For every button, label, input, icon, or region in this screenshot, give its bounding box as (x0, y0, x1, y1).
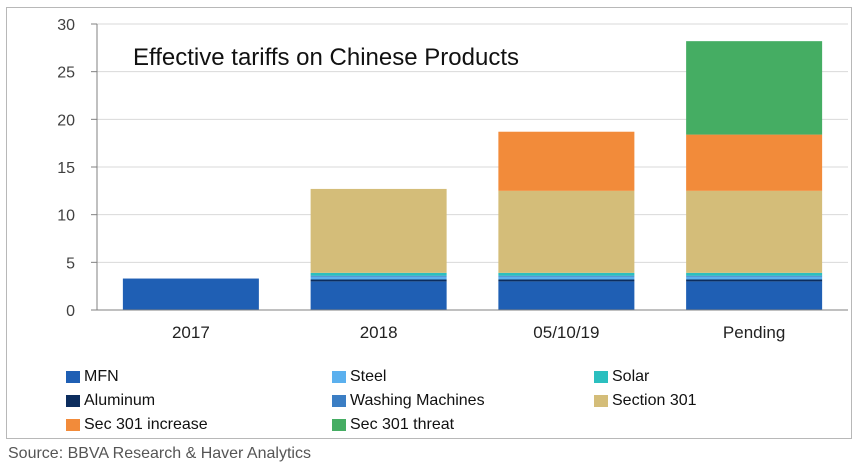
x-tick-label: 2018 (360, 323, 398, 342)
legend-swatch (594, 371, 608, 383)
bar-segment-aluminum (686, 279, 823, 282)
bar-segment-steel (686, 276, 823, 280)
bar-segment-sec-301-threat (686, 41, 823, 135)
legend-label: Aluminum (84, 392, 156, 409)
bar-segment-mfn (686, 281, 823, 310)
legend-item-sec-301-increase: Sec 301 increase (66, 416, 208, 434)
bar-segment-section-301 (498, 190, 635, 273)
chart-title: Effective tariffs on Chinese Products (133, 44, 519, 71)
legend-label: Washing Machines (350, 392, 485, 409)
y-tick-label: 10 (57, 208, 75, 225)
legend-swatch (332, 419, 346, 431)
legend-label: Steel (350, 368, 387, 385)
bar-segment-steel (310, 276, 447, 280)
y-tick-label: 5 (66, 255, 75, 272)
legend-item-section-301: Section 301 (594, 392, 697, 410)
bar-segment-solar (498, 272, 635, 276)
legend: MFN Steel Solar Aluminum Washing Machine… (66, 368, 766, 438)
legend-swatch (66, 419, 80, 431)
legend-swatch (332, 371, 346, 383)
bar-segment-washing-machines (498, 275, 635, 277)
legend-label: MFN (84, 368, 119, 385)
legend-item-solar: Solar (594, 368, 649, 386)
y-tick-label: 0 (66, 303, 75, 320)
bar-segment-sec-301-increase (498, 131, 635, 191)
source-note: Source: BBVA Research & Haver Analytics (8, 445, 311, 462)
legend-item-sec-301-threat: Sec 301 threat (332, 416, 454, 434)
x-tick-label: 2017 (172, 323, 210, 342)
bar-segment-mfn (498, 281, 635, 310)
bar-segment-steel (498, 276, 635, 280)
bar-segment-aluminum (310, 279, 447, 282)
bar-segment-aluminum (498, 279, 635, 282)
y-tick-label: 15 (57, 160, 75, 177)
bars (122, 41, 823, 310)
legend-item-steel: Steel (332, 368, 386, 386)
legend-item-washing-machines: Washing Machines (332, 392, 485, 410)
x-tick-label: 05/10/19 (533, 323, 599, 342)
chart-frame (6, 7, 852, 439)
y-tick-label: 20 (57, 112, 75, 129)
bar-segment-washing-machines (686, 275, 823, 277)
legend-swatch (66, 371, 80, 383)
bar-segment-mfn (122, 278, 259, 310)
bar-segment-solar (686, 272, 823, 276)
bar-chart: 0 5 10 15 20 25 30 2017 2018 05/10/19 Pending Effe… (57, 17, 848, 342)
bar-segment-washing-machines (310, 275, 447, 277)
axes: 0 5 10 15 20 25 30 2017 2018 05/10/19 Pending (57, 17, 848, 342)
legend-item-mfn: MFN (66, 368, 119, 386)
bar-segment-sec-301-increase (686, 134, 823, 191)
bar-segment-section-301 (310, 188, 447, 273)
x-tick-label: Pending (723, 323, 785, 342)
legend-item-aluminum: Aluminum (66, 392, 155, 410)
y-tick-label: 25 (57, 65, 75, 82)
legend-label: Sec 301 increase (84, 416, 208, 433)
bar-segment-section-301 (686, 190, 823, 273)
legend-swatch (594, 395, 608, 407)
legend-swatch (66, 395, 80, 407)
legend-label: Section 301 (612, 392, 697, 409)
legend-label: Solar (612, 368, 650, 385)
legend-label: Sec 301 threat (350, 416, 455, 433)
legend-swatch (332, 395, 346, 407)
y-tick-label: 30 (57, 17, 75, 34)
bar-segment-solar (310, 272, 447, 276)
bar-segment-mfn (310, 281, 447, 310)
